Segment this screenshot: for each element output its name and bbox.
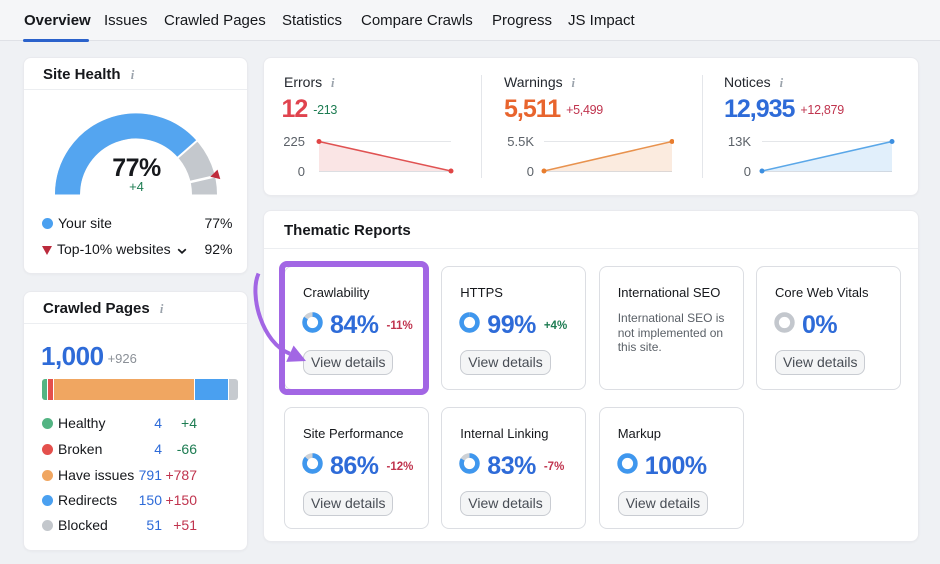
svg-text:225: 225 [284,134,305,149]
svg-text:0: 0 [298,164,305,179]
svg-text:0: 0 [527,164,534,179]
svg-text:5.5K: 5.5K [507,134,534,149]
svg-text:0: 0 [744,164,751,179]
svg-text:13K: 13K [728,134,751,149]
